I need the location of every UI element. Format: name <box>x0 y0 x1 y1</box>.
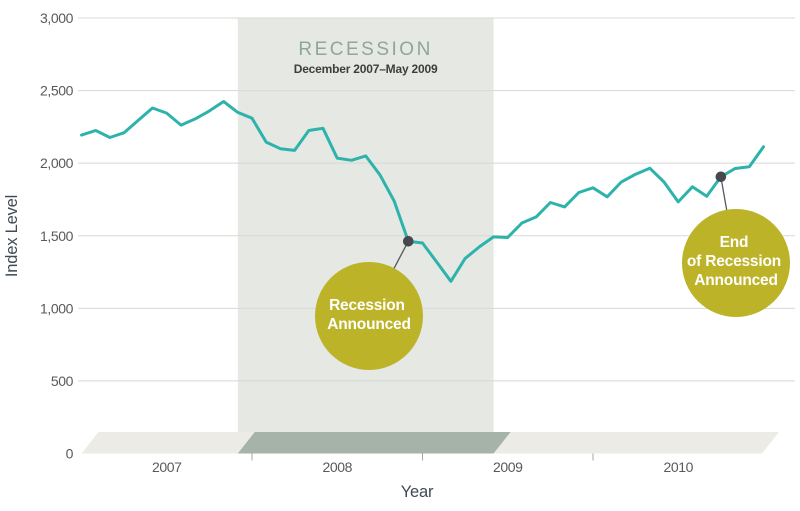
x-tick-label: 2007 <box>152 459 182 475</box>
bubble-label-line: End <box>720 234 749 251</box>
recession-band-title: RECESSION <box>298 39 432 60</box>
recession-band-heading: RECESSION December 2007–May 2009 <box>294 39 438 76</box>
end-of-recession-bubble <box>682 209 790 317</box>
y-tick-label: 2,000 <box>40 155 74 171</box>
index-line <box>80 100 765 283</box>
x-axis-title: Year <box>401 483 434 501</box>
x-tick-label: 2010 <box>663 459 693 475</box>
floor-recession-overlay <box>237 432 511 454</box>
y-tick-label: 0 <box>66 446 74 462</box>
annotation-dot <box>402 235 414 247</box>
annotation-dot <box>715 171 727 183</box>
y-tick-label: 2,500 <box>40 83 74 99</box>
y-axis-title: Index Level <box>3 195 21 277</box>
floor-3d <box>81 432 779 454</box>
recession-shading <box>237 18 494 432</box>
y-tick-label: 500 <box>51 373 74 389</box>
x-tick-marks <box>251 453 594 461</box>
annotation-dots <box>402 171 727 247</box>
gridlines <box>78 17 795 382</box>
bubble-label-line: Announced <box>327 316 410 333</box>
annotation-end-of-recession-announced: End of Recession Announced <box>682 209 790 317</box>
y-tick-labels: 0 500 1,000 1,500 2,000 2,500 3,000 <box>40 10 74 462</box>
y-tick-label: 1,000 <box>40 300 74 316</box>
x-tick-label: 2008 <box>322 459 352 475</box>
recession-announced-bubble <box>315 262 423 370</box>
recession-announced-label: Recession Announced <box>327 297 410 333</box>
x-tick-labels: 2007 2008 2009 2010 <box>152 459 694 475</box>
bubble-label-line: Announced <box>694 272 777 289</box>
end-of-recession-label: End of Recession Announced <box>687 234 785 289</box>
bubble-label-line: Recession <box>329 297 405 314</box>
y-tick-label: 3,000 <box>40 10 74 26</box>
bubble-label-line: of Recession <box>687 253 781 270</box>
y-tick-label: 1,500 <box>40 228 74 244</box>
recession-band-subtitle: December 2007–May 2009 <box>294 62 438 76</box>
x-tick-label: 2009 <box>493 459 523 475</box>
annotation-recession-announced: Recession Announced <box>315 262 423 370</box>
recession-band <box>237 18 494 432</box>
